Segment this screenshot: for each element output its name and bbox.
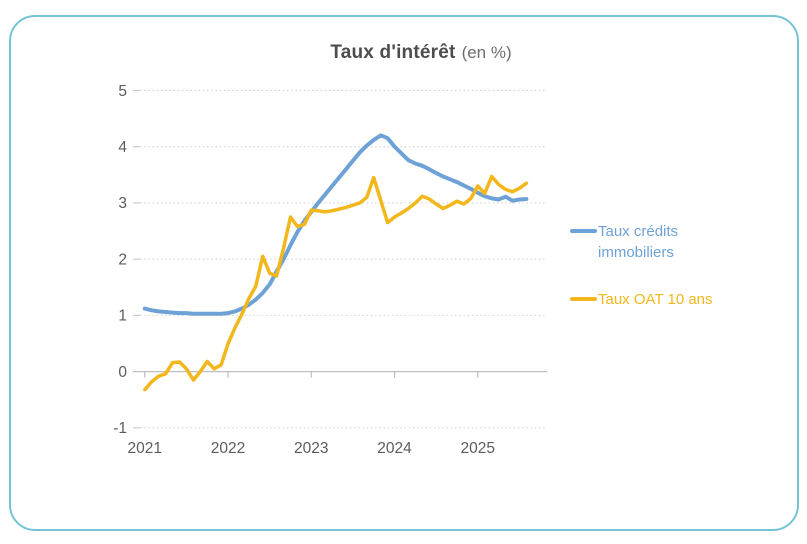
x-axis-label: 2023 [294,440,328,457]
legend-swatch-credits-icon [570,229,597,233]
series-line-credits [142,133,529,316]
y-axis-label: -1 [113,420,127,437]
chart-legend: Taux crédits immobiliers Taux OAT 10 ans [570,221,720,310]
legend-label-oat: Taux OAT 10 ans [598,291,713,308]
y-axis-label: 1 [118,308,127,325]
y-axis-label: 2 [118,251,127,268]
legend-label-credits: Taux crédits immobiliers [598,223,679,261]
y-axis-label: 5 [118,83,127,100]
chart-title: Taux d'intérêt (en %) [35,42,807,64]
x-axis-label: 2024 [377,440,412,457]
y-axis-label: 0 [118,364,127,381]
x-axis-label: 2021 [128,440,162,457]
chart-title-main: Taux d'intérêt [330,42,456,63]
y-axis-label: 3 [118,195,127,212]
legend-item-oat: Taux OAT 10 ans [570,289,720,310]
legend-item-credits: Taux crédits immobiliers [570,221,720,263]
x-axis-label: 2025 [461,440,495,457]
y-axis-label: 4 [118,139,127,156]
legend-swatch-oat-icon [570,297,597,301]
chart-title-suffix: (en %) [461,43,512,62]
series-line-oat [143,174,529,392]
x-axis-label: 2022 [211,440,245,457]
